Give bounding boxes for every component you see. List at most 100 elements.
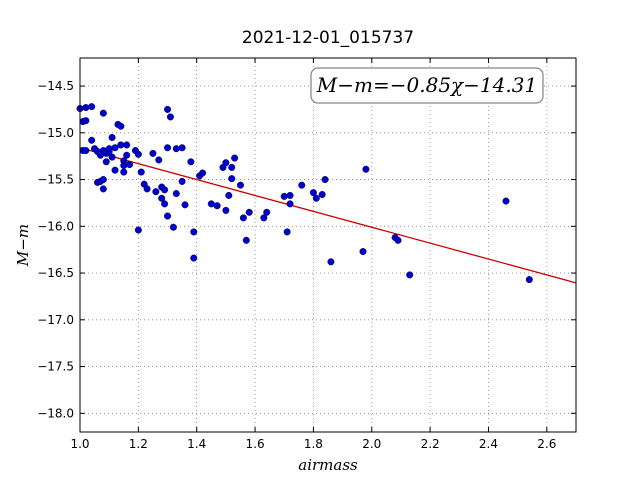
data-point: [394, 236, 402, 244]
data-point: [283, 228, 291, 236]
y-tick-label: −16.0: [37, 219, 74, 233]
fit-line: [79, 147, 577, 284]
data-point: [286, 200, 294, 208]
data-point: [126, 161, 134, 169]
data-point: [123, 151, 131, 159]
data-point: [88, 103, 96, 111]
data-point: [164, 105, 172, 113]
data-point: [108, 153, 116, 161]
data-point: [222, 159, 230, 167]
data-point: [525, 276, 533, 284]
data-point: [228, 175, 236, 183]
plot-frame: [79, 57, 577, 433]
data-point: [111, 144, 119, 152]
data-point: [99, 176, 107, 184]
data-point: [82, 147, 90, 155]
data-point: [99, 185, 107, 193]
x-tick-label: 1.2: [129, 437, 148, 451]
data-point: [169, 223, 177, 231]
x-axis-label: airmass: [298, 456, 358, 474]
data-point: [362, 165, 370, 173]
y-tick-label: −18.0: [37, 406, 74, 420]
data-point: [155, 156, 163, 164]
data-point: [164, 144, 172, 152]
data-point: [187, 158, 195, 166]
data-point: [152, 188, 160, 196]
data-point: [105, 145, 113, 153]
y-tick-label: −15.0: [37, 126, 74, 140]
x-tick-label: 2.6: [537, 437, 556, 451]
data-point: [178, 177, 186, 185]
data-point: [280, 192, 288, 200]
x-tick-label: 2.2: [421, 437, 440, 451]
data-point: [102, 158, 110, 166]
annotation-frame: [310, 67, 544, 104]
data-point: [359, 248, 367, 256]
data-point: [82, 104, 90, 112]
x-tick-label: 2.4: [479, 437, 498, 451]
data-point: [242, 236, 250, 244]
data-point: [161, 200, 169, 208]
axis-ticks: 1.0 1.2 1.4 1.6 1.8 2.0 2.2 2.4 2.6 −14.5 −15.0 −15…: [37, 58, 576, 451]
data-point: [309, 189, 317, 197]
y-tick-label: −17.5: [37, 360, 74, 374]
data-point: [82, 117, 90, 125]
x-tick-label: 1.8: [304, 437, 323, 451]
data-point: [190, 228, 198, 236]
chart-title: 2021-12-01_015737: [242, 28, 414, 48]
y-tick-label: −15.5: [37, 173, 74, 187]
data-point: [134, 150, 142, 158]
data-point: [406, 271, 414, 279]
data-points: [76, 103, 533, 284]
data-point: [327, 258, 335, 266]
data-point: [190, 254, 198, 262]
y-tick-label: −14.5: [37, 79, 74, 93]
x-tick-label: 1.4: [187, 437, 206, 451]
data-point: [137, 168, 145, 176]
fit-line-layer: [79, 147, 577, 284]
data-point: [120, 162, 128, 170]
data-point: [263, 208, 271, 216]
data-point: [149, 149, 157, 157]
data-point: [207, 200, 215, 208]
fit-equation: M−m=−0.85χ−14.31: [316, 73, 537, 97]
data-point: [239, 214, 247, 222]
data-point: [111, 166, 119, 174]
data-point: [286, 191, 294, 199]
data-point: [99, 109, 107, 117]
x-tick-label: 1.6: [246, 437, 265, 451]
data-point: [231, 154, 239, 162]
y-tick-label: −17.0: [37, 313, 74, 327]
data-point: [298, 181, 306, 189]
data-point: [158, 194, 166, 202]
x-tick-label: 2.0: [362, 437, 381, 451]
data-point: [178, 144, 186, 152]
x-tick-label: 1.0: [70, 437, 89, 451]
data-point: [161, 186, 169, 194]
data-point: [117, 141, 125, 149]
data-point: [225, 191, 233, 199]
data-point: [134, 226, 142, 234]
data-point: [502, 197, 510, 205]
data-point: [321, 176, 329, 184]
data-point: [181, 201, 189, 209]
data-point: [143, 185, 151, 193]
data-point: [199, 169, 207, 177]
data-point: [318, 191, 326, 199]
data-point: [228, 163, 236, 171]
y-tick-label: −16.5: [37, 266, 74, 280]
data-point: [172, 145, 180, 153]
data-point: [88, 136, 96, 144]
data-point: [123, 141, 131, 149]
data-point: [245, 208, 253, 216]
data-point: [260, 214, 268, 222]
fit-annotation-box: M−m=−0.85χ−14.31: [310, 67, 544, 104]
data-point: [117, 122, 125, 130]
data-point: [120, 168, 128, 176]
data-point: [166, 113, 174, 121]
data-point: [213, 202, 221, 210]
data-point: [164, 212, 172, 220]
y-axis-label: M−m: [14, 224, 32, 267]
data-point: [312, 194, 320, 202]
data-point: [108, 133, 116, 141]
